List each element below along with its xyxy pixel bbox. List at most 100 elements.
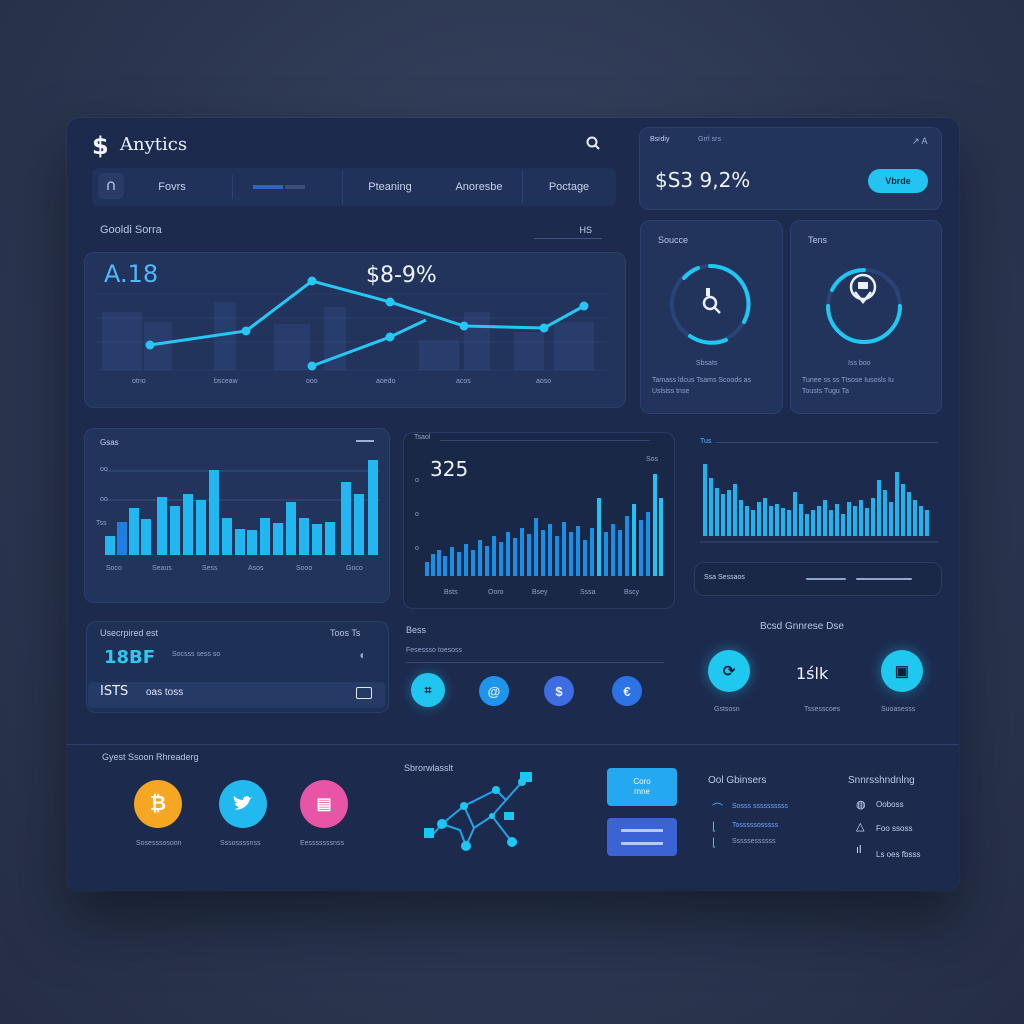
bar [739, 500, 743, 536]
social-label: Sssossssnss [220, 840, 261, 847]
bar-left-chart [105, 460, 380, 555]
bar [464, 544, 468, 576]
col1-item[interactable]: Sssssessssss [732, 838, 776, 845]
dollar-icon[interactable]: $ [544, 676, 574, 706]
magnifier-icon [700, 288, 722, 314]
bar-left-menu-icon[interactable] [356, 440, 374, 442]
stat-box-row-value: ISTS [100, 684, 129, 699]
bar [618, 530, 622, 576]
overview-range-pill[interactable]: HS [534, 221, 602, 239]
sources-desc-line-2: Uslsiss tnse [652, 388, 690, 395]
network-graph [424, 772, 532, 851]
sources-gauge-label: Sbsats [696, 360, 718, 367]
chart-icon: ıl [856, 844, 862, 856]
twitter-icon[interactable] [219, 780, 267, 828]
bar [341, 482, 351, 555]
sources-desc-line-1: Tamass ldcus Tsams Scoods as [652, 377, 752, 384]
tens-card[interactable] [790, 220, 942, 414]
calendar-icon[interactable]: ▤ [300, 780, 348, 828]
social-title: Gyest Ssoon Rhreaderg [102, 752, 199, 762]
overview-x-label: bsceaw [214, 378, 238, 385]
bar [895, 472, 899, 536]
bar [709, 478, 713, 536]
col1-item[interactable]: Sosss ssssssssss [732, 803, 789, 810]
bar [847, 502, 851, 536]
col2-item[interactable]: Ooboss [876, 800, 904, 809]
expand-icon[interactable]: ↗ A [912, 136, 928, 146]
bar [745, 506, 749, 536]
stat-box-row-caption: oas toss [146, 687, 184, 698]
sources-card-title: Soucce [658, 235, 689, 245]
tens-card-title: Tens [808, 235, 828, 245]
nav-item-pteaning[interactable]: Pteaning [342, 170, 437, 204]
app-title: Anytics [120, 134, 188, 155]
stat-box-value: 18BF [104, 647, 156, 668]
col2-item[interactable]: Ls oes fbsss [876, 850, 921, 859]
bookmark-icon[interactable]: ⌗ [411, 673, 445, 707]
edit-icon[interactable] [356, 687, 372, 699]
at-icon[interactable]: @ [479, 676, 509, 706]
nav-slider-icon[interactable] [232, 175, 333, 199]
overview-point [579, 301, 589, 311]
bar-left-x-label: Soco [106, 565, 122, 572]
search-icon[interactable] [586, 136, 600, 150]
bar [751, 510, 755, 536]
col1-item[interactable]: Tosssssosssss [732, 822, 779, 829]
bar [703, 464, 707, 536]
summary-action-button[interactable]: Vbrde [868, 169, 928, 193]
nav-item-poctage[interactable]: Poctage [522, 170, 615, 204]
nav-bar [92, 168, 616, 206]
bar [499, 542, 503, 576]
bar [299, 518, 309, 555]
bar [170, 506, 180, 555]
bar [555, 536, 559, 576]
bar-left-y-label: oo [100, 496, 108, 503]
right-stats-value: 1ślk [796, 664, 829, 683]
home-icon[interactable] [98, 173, 124, 199]
col2-item[interactable]: Foo ssoss [876, 824, 913, 833]
refresh-icon[interactable]: ⟳ [708, 650, 750, 692]
bar [883, 490, 887, 536]
lock-icon: ◍ [856, 799, 866, 811]
bar-left-x-label: Goco [346, 565, 363, 572]
bar [604, 532, 608, 576]
bitcoin-icon[interactable]: ₿ [134, 780, 182, 828]
bar-right-chart [700, 464, 938, 543]
bar [817, 506, 821, 536]
bar [799, 504, 803, 536]
mic-icon[interactable]: ◖ [358, 648, 366, 662]
overview-x-label: acos [456, 378, 471, 385]
bar [534, 518, 538, 576]
stat-box-row [88, 682, 385, 708]
bar [425, 562, 429, 576]
bar-mid-bars [425, 474, 663, 576]
overview-chart-card [84, 252, 626, 408]
bar [431, 554, 435, 576]
secondary-button[interactable] [607, 818, 677, 856]
bar [117, 522, 127, 555]
bar [859, 500, 863, 536]
summary-tab-2[interactable]: Grrl srs [698, 136, 721, 143]
overview-bg-bars [102, 302, 594, 370]
stat-box-value-caption: Socsss sess so [172, 651, 221, 658]
nav-item-anoresbe[interactable]: Anoresbe [455, 181, 503, 193]
bar [625, 516, 629, 576]
nav-item-fovrs[interactable]: Fovrs [158, 181, 186, 193]
euro-icon[interactable]: € [612, 676, 642, 706]
bar [576, 526, 580, 576]
cup-icon[interactable]: ▣ [881, 650, 923, 692]
mini-title: Bess [406, 625, 427, 635]
bar-left-title: Gsas [100, 438, 119, 447]
bar [247, 530, 257, 555]
bar-right-bars [703, 464, 929, 536]
summary-tab-1[interactable]: Bsrdiy [650, 136, 670, 143]
coro-button[interactable]: Coro rnne [607, 768, 677, 806]
bar [715, 488, 719, 536]
bar-mid-x-label: Bscy [624, 589, 640, 596]
bar [611, 524, 615, 576]
bar [913, 500, 917, 536]
bar [901, 484, 905, 536]
sources-card[interactable] [640, 220, 783, 414]
bar [653, 474, 657, 576]
bar [471, 550, 475, 576]
